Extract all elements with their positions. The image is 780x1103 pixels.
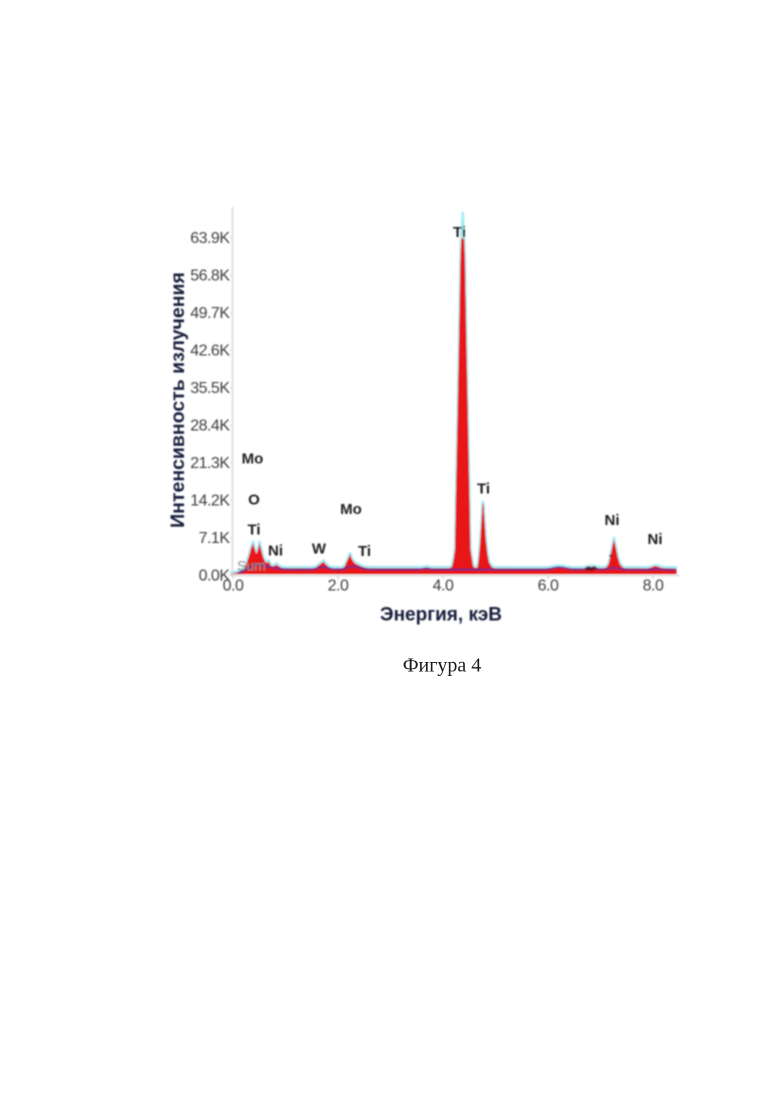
- svg-text:14.2K: 14.2K: [190, 492, 230, 509]
- svg-text:2.0: 2.0: [328, 578, 349, 595]
- svg-text:Ti: Ti: [247, 522, 260, 539]
- svg-text:21.3K: 21.3K: [190, 455, 230, 472]
- svg-text:28.4K: 28.4K: [190, 417, 230, 434]
- svg-text:Ti: Ti: [477, 481, 490, 498]
- svg-text:49.7K: 49.7K: [190, 305, 230, 322]
- svg-text:42.6K: 42.6K: [190, 342, 230, 359]
- svg-text:0.0K: 0.0K: [199, 567, 231, 584]
- svg-text:Sum: Sum: [237, 558, 266, 574]
- svg-text:Фигура 4: Фигура 4: [403, 655, 482, 677]
- svg-text:Энергия, кэВ: Энергия, кэВ: [380, 605, 502, 626]
- svg-text:8.0: 8.0: [643, 578, 664, 595]
- svg-text:6.0: 6.0: [538, 578, 559, 595]
- svg-text:Ni: Ni: [268, 543, 283, 560]
- svg-text:7.1K: 7.1K: [199, 530, 231, 547]
- svg-text:Интенсивность излучения: Интенсивность излучения: [167, 272, 189, 528]
- svg-text:35.5K: 35.5K: [190, 380, 230, 397]
- svg-text:56.8K: 56.8K: [190, 267, 230, 284]
- svg-text:0.0: 0.0: [223, 578, 244, 595]
- svg-text:Ti: Ti: [358, 543, 371, 560]
- svg-text:Ni: Ni: [605, 512, 620, 529]
- svg-text:O: O: [248, 492, 260, 509]
- svg-text:63.9K: 63.9K: [190, 230, 230, 247]
- svg-text:4.0: 4.0: [433, 578, 454, 595]
- svg-text:Ti: Ti: [453, 224, 466, 241]
- svg-text:W: W: [312, 541, 327, 558]
- svg-text:Mo: Mo: [340, 501, 362, 518]
- svg-text:Ni: Ni: [648, 531, 663, 548]
- svg-text:Mo: Mo: [242, 451, 264, 468]
